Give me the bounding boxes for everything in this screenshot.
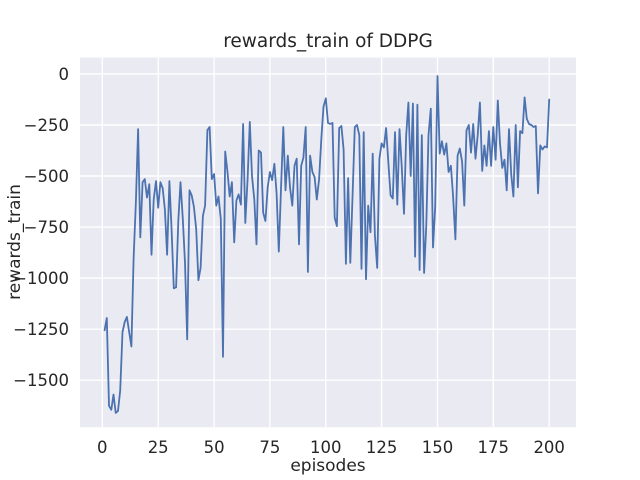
x-tick-label: 50	[204, 438, 225, 457]
x-axis-label: episodes	[290, 456, 365, 476]
y-tick-label: 0	[59, 65, 70, 84]
x-tick-label: 200	[533, 438, 565, 457]
x-tick-label: 75	[259, 438, 280, 457]
x-tick-labels: 0 25 50 75 100 125 150 175 200	[97, 438, 565, 457]
y-tick-label: −1250	[13, 320, 69, 339]
rewards-train-line	[103, 75, 551, 414]
y-tick-label: −1500	[13, 371, 69, 390]
x-tick-label: 150	[422, 438, 454, 457]
chart-title: rewards_train of DDPG	[223, 31, 433, 52]
x-tick-label: 25	[148, 438, 169, 457]
y-tick-labels: 0 −250 −500 −750 −1000 −1250 −1500	[13, 65, 69, 390]
y-tick-label: −250	[24, 116, 69, 135]
x-tick-label: 100	[310, 438, 342, 457]
x-tick-label: 0	[97, 438, 108, 457]
x-tick-label: 125	[366, 438, 398, 457]
grid-lines	[80, 57, 576, 428]
y-tick-label: −1000	[13, 269, 69, 288]
y-tick-label: −500	[24, 167, 69, 186]
x-tick-label: 175	[478, 438, 510, 457]
y-tick-label: −750	[24, 218, 69, 237]
y-axis-label: rewards_train	[5, 184, 25, 300]
